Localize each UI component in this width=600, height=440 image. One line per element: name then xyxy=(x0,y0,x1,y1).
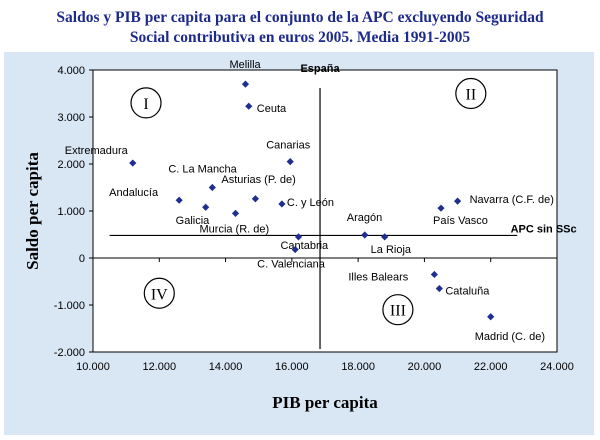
y-tick-label: 1.000 xyxy=(57,206,85,218)
data-point xyxy=(208,183,216,192)
x-tick-label: 20.000 xyxy=(408,361,442,373)
data-point-label: Ceuta xyxy=(257,103,287,115)
data-point-label: Melilla xyxy=(229,59,261,71)
x-tick-label: 16.000 xyxy=(275,361,309,373)
data-point-label: Cantabria xyxy=(280,240,329,252)
data-point-label: Andalucía xyxy=(109,187,159,199)
data-point xyxy=(286,158,294,166)
data-point xyxy=(175,196,183,204)
data-point xyxy=(291,245,299,254)
data-point-label: C. Valenciana xyxy=(257,259,326,271)
quadrant-label: III xyxy=(390,303,406,320)
data-point xyxy=(241,80,250,88)
data-point xyxy=(361,231,369,239)
data-point-label: Canarias xyxy=(266,140,311,152)
data-point-label: Aragón xyxy=(347,212,382,224)
quadrant-circle xyxy=(382,294,414,326)
y-tick-label: -2.000 xyxy=(54,347,85,359)
quadrant-circle xyxy=(455,77,487,110)
data-point xyxy=(202,203,210,211)
data-point-label: C. La Mancha xyxy=(168,164,237,176)
data-point xyxy=(430,270,438,279)
chart-panel: 4.000 3.000 2.000 1.000 0 -1.000 -2.000 10.000 1… xyxy=(4,52,594,435)
quadrant-circle xyxy=(143,277,175,309)
data-point xyxy=(437,204,445,212)
spain-reference-label: España xyxy=(300,63,340,75)
data-point-label: Galicia xyxy=(176,215,211,227)
data-point xyxy=(435,284,443,293)
data-point-label: Extremadura xyxy=(65,145,129,157)
data-point-label: La Rioja xyxy=(371,244,412,256)
data-point-label: Murcia (R. de) xyxy=(200,223,270,235)
data-point-label: Madrid (C. de) xyxy=(475,331,545,343)
data-point-label: País Vasco xyxy=(433,215,488,227)
x-tick-label: 22.000 xyxy=(474,361,508,373)
y-tick-label: -1.000 xyxy=(54,300,85,312)
data-point xyxy=(294,233,303,241)
x-axis-title: PIB per capita xyxy=(272,393,378,412)
data-point xyxy=(245,102,253,110)
y-tick-label: 3.000 xyxy=(57,112,85,124)
data-point-label: Navarra (C.F. de) xyxy=(470,194,554,206)
quadrant-circle xyxy=(130,87,162,119)
data-point xyxy=(278,200,286,208)
chart-title-line-1: Saldos y PIB per capita para el conjunto… xyxy=(56,9,544,26)
quadrant-label: IV xyxy=(151,286,168,303)
data-point xyxy=(129,159,137,167)
chart-title-line-2: Social contributiva en euros 2005. Media… xyxy=(129,29,471,46)
data-point xyxy=(487,313,495,321)
y-tick-label: 0 xyxy=(79,253,85,265)
data-point-label: Asturias (P. de) xyxy=(221,174,295,186)
x-tick-label: 14.000 xyxy=(209,361,243,373)
data-point-label: Illes Balears xyxy=(348,271,408,283)
chart-title: Saldos y PIB per capita para el conjunto… xyxy=(0,8,600,48)
y-tick-label: 2.000 xyxy=(57,159,85,171)
x-tick-label: 24.000 xyxy=(540,361,574,373)
y-axis-title: Saldo per capita xyxy=(23,152,42,270)
data-point xyxy=(231,209,240,217)
data-point-label: Cataluña xyxy=(445,286,490,298)
y-tick-label: 4.000 xyxy=(57,65,85,77)
quadrant-label: I xyxy=(143,96,148,113)
x-tick-label: 12.000 xyxy=(142,361,176,373)
apc-reference-label: APC sin SSc xyxy=(511,223,577,235)
data-point xyxy=(453,197,462,205)
plot-area xyxy=(92,69,558,353)
scatter-chart: 4.000 3.000 2.000 1.000 0 -1.000 -2.000 10.000 1… xyxy=(23,59,577,412)
data-point-label: C. y León xyxy=(287,197,334,209)
quadrant-label: II xyxy=(466,87,477,104)
x-tick-label: 10.000 xyxy=(76,361,110,373)
data-point xyxy=(381,233,389,241)
x-tick-label: 18.000 xyxy=(341,361,375,373)
